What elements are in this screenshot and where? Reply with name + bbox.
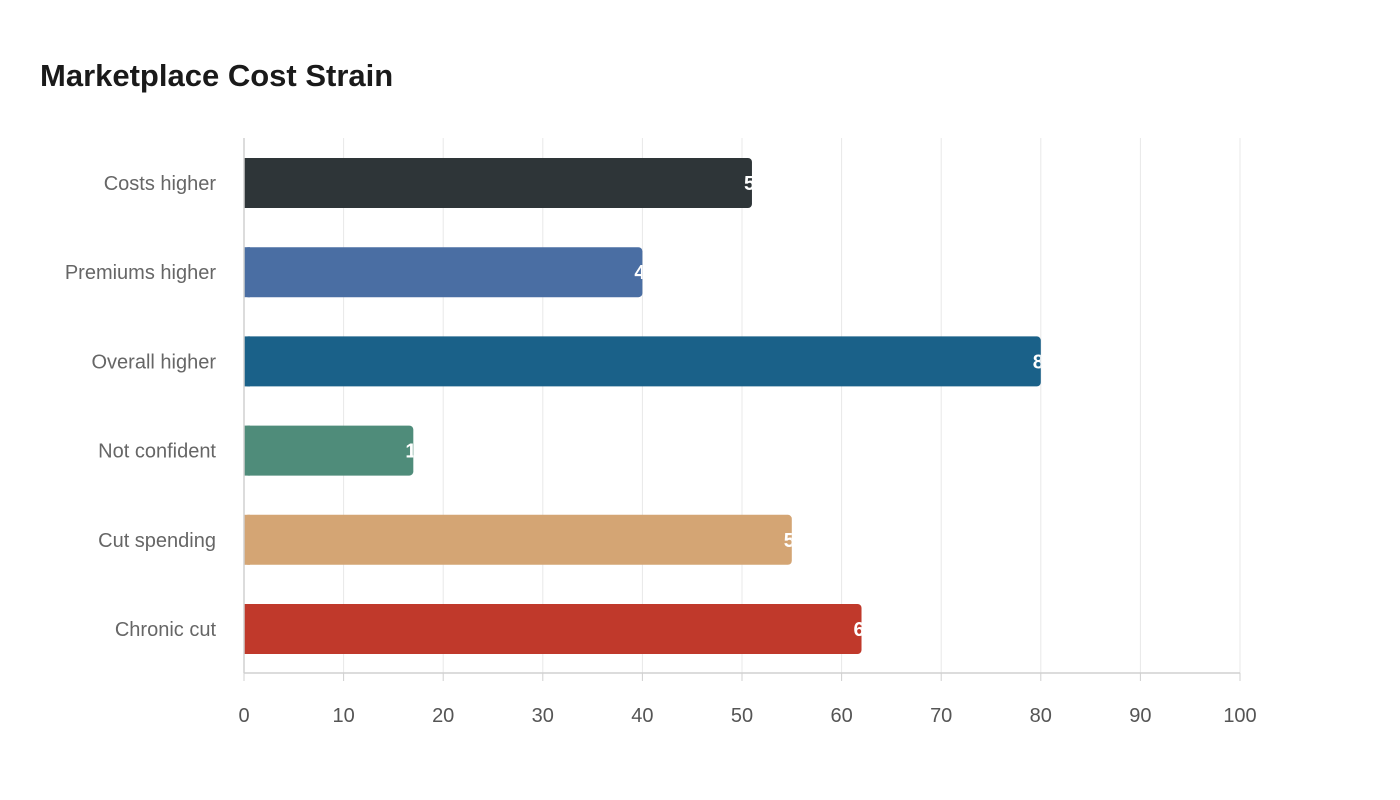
bar-base — [244, 425, 250, 476]
bar — [244, 514, 792, 565]
x-tick-label: 60 — [830, 705, 852, 727]
bar-base — [244, 158, 250, 208]
bar-base — [244, 336, 250, 387]
bar — [244, 158, 752, 208]
bar-base — [244, 604, 250, 654]
chart-title: Marketplace Cost Strain — [40, 58, 394, 93]
gridlines — [343, 138, 1241, 673]
category-label: Costs higher — [104, 173, 217, 195]
bar-base — [244, 514, 250, 565]
value-label: 17 — [405, 441, 427, 463]
bar-base — [244, 247, 250, 298]
value-label: 62 — [854, 619, 876, 641]
value-label: 51 — [744, 173, 766, 195]
bar — [244, 604, 862, 654]
value-label: 80 — [1033, 351, 1055, 373]
bars — [244, 158, 1041, 654]
labels: 0 10 20 30 40 50 60 70 80 90 100 Costs higher 51 Prem… — [65, 173, 1257, 727]
category-label: Not confident — [98, 441, 216, 463]
x-tick-label: 50 — [731, 705, 753, 727]
value-label: 40 — [634, 262, 656, 284]
x-tick-label: 10 — [332, 705, 354, 727]
category-label: Overall higher — [91, 351, 216, 373]
value-label: 55 — [784, 530, 806, 552]
category-label: Chronic cut — [115, 619, 217, 641]
category-label: Premiums higher — [65, 262, 217, 284]
bar — [244, 247, 643, 298]
bar — [244, 336, 1041, 387]
x-tick-label: 100 — [1223, 705, 1256, 727]
x-tick-label: 70 — [930, 705, 952, 727]
x-tick-label: 40 — [631, 705, 653, 727]
category-label: Cut spending — [98, 530, 216, 552]
x-tick-label: 30 — [532, 705, 554, 727]
x-tick-label: 0 — [238, 705, 249, 727]
x-tick-label: 80 — [1030, 705, 1052, 727]
x-tick-label: 20 — [432, 705, 454, 727]
x-tick-label: 90 — [1129, 705, 1151, 727]
bar — [244, 425, 414, 476]
axes — [243, 138, 1241, 681]
